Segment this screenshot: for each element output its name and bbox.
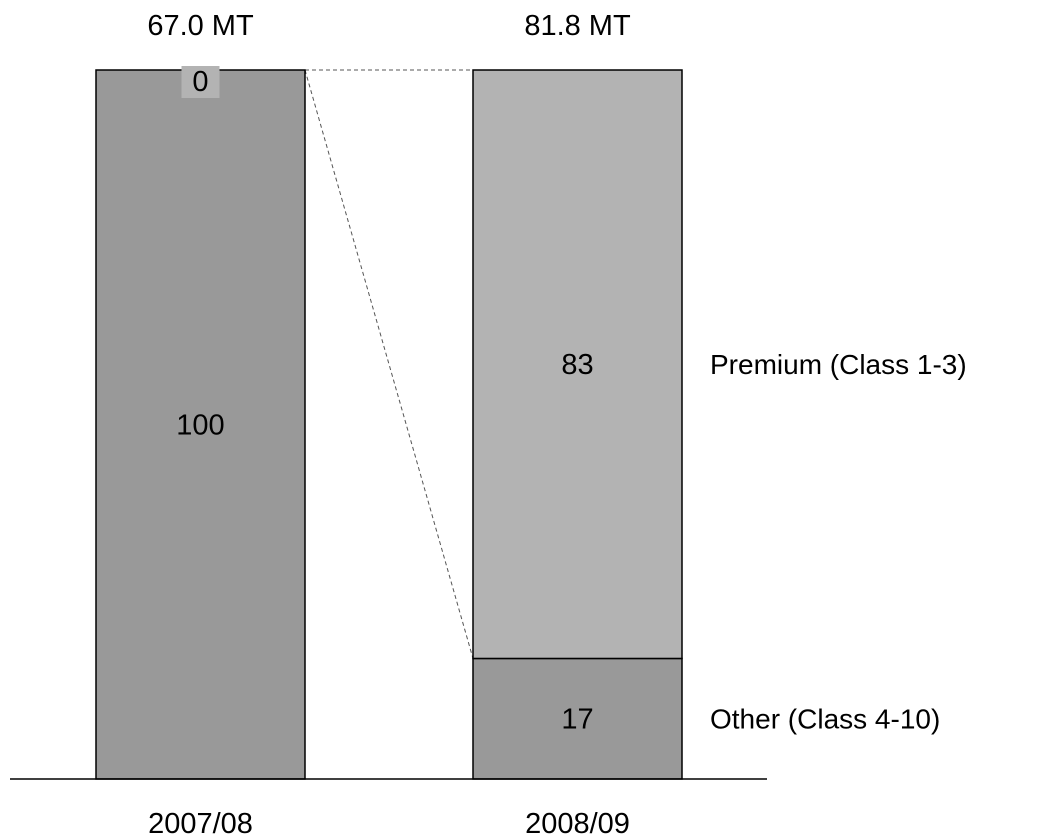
bar-segment-1-1 [472,69,683,660]
segment-value-label: 0 [192,66,208,98]
segment-value-label: 83 [561,349,593,381]
legend-entry-1: Premium (Class 1-3) [710,349,967,380]
segment-value-label: 17 [561,704,593,736]
bar-segments [95,69,683,780]
category-tick-label: 2007/08 [148,808,253,840]
bar-segment-1-0 [472,657,683,780]
category-tick-label: 2008/09 [525,808,630,840]
bar-total-label: 81.8 MT [524,10,631,42]
connector-lines [304,69,474,659]
segment-value-label: 100 [176,410,224,442]
chart-labels: 100 0 67.0 MT 2007/08 17 83 81.8 MT 2008/09 Othe… [147,10,966,840]
zero-segment-label-box [181,66,220,98]
bar-total-label: 67.0 MT [147,10,254,42]
legend-entry-0: Other (Class 4-10) [710,704,940,735]
connector-line-boundary [304,69,474,659]
